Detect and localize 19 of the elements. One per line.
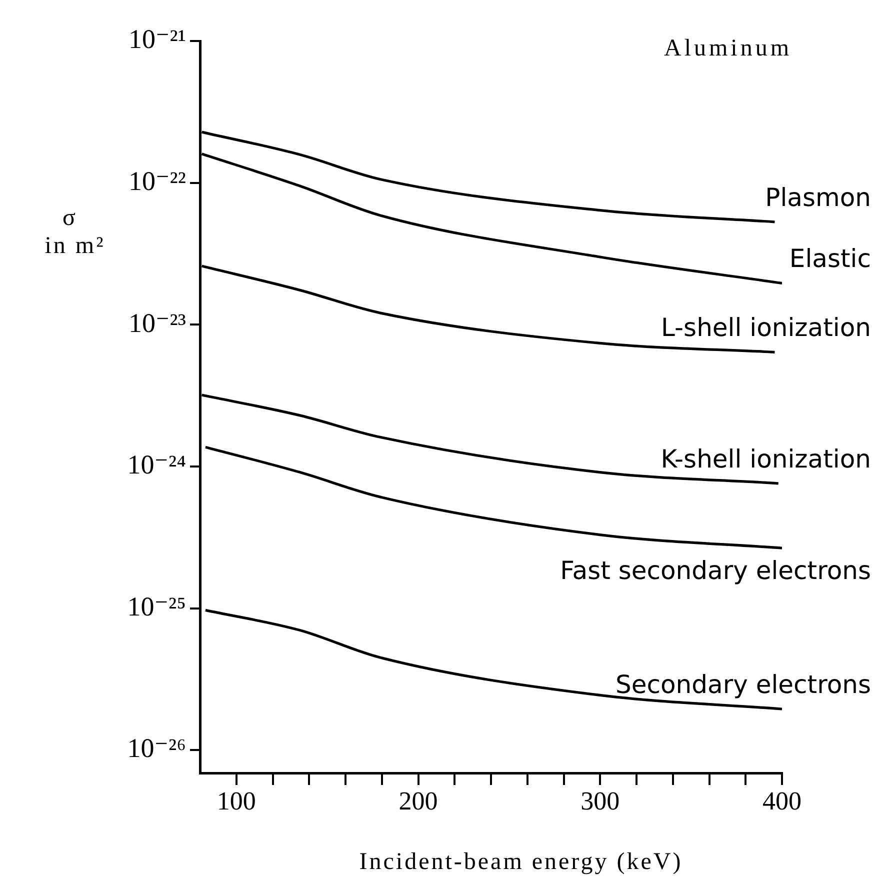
series-label: Plasmon xyxy=(765,182,871,212)
series-label: L-shell ionization xyxy=(661,313,871,342)
y-tick-label: 10⁻²⁵ xyxy=(127,591,186,622)
x-tick-label: 100 xyxy=(216,786,256,816)
y-tick-label: 10⁻²⁴ xyxy=(127,450,186,480)
x-tick-label: 200 xyxy=(398,786,438,816)
y-axis-title: σ in m² xyxy=(44,205,106,259)
y-tick-label: 10⁻²¹ xyxy=(128,24,186,54)
chart-title: Aluminum xyxy=(664,35,792,62)
series-label: K-shell ionization xyxy=(660,444,871,474)
y-tick-label: 10⁻²² xyxy=(128,166,186,196)
series-label: Elastic xyxy=(789,244,871,274)
y-tick-label: 10⁻²³ xyxy=(128,308,186,338)
x-tick-label: 400 xyxy=(762,786,802,816)
series-label: Secondary electrons xyxy=(616,670,871,700)
x-axis-title: Incident-beam energy (keV) xyxy=(359,849,683,875)
y-tick-label: 10⁻²⁶ xyxy=(127,733,186,764)
series-label: Fast secondary electrons xyxy=(560,556,871,586)
x-tick-label: 300 xyxy=(580,786,620,816)
